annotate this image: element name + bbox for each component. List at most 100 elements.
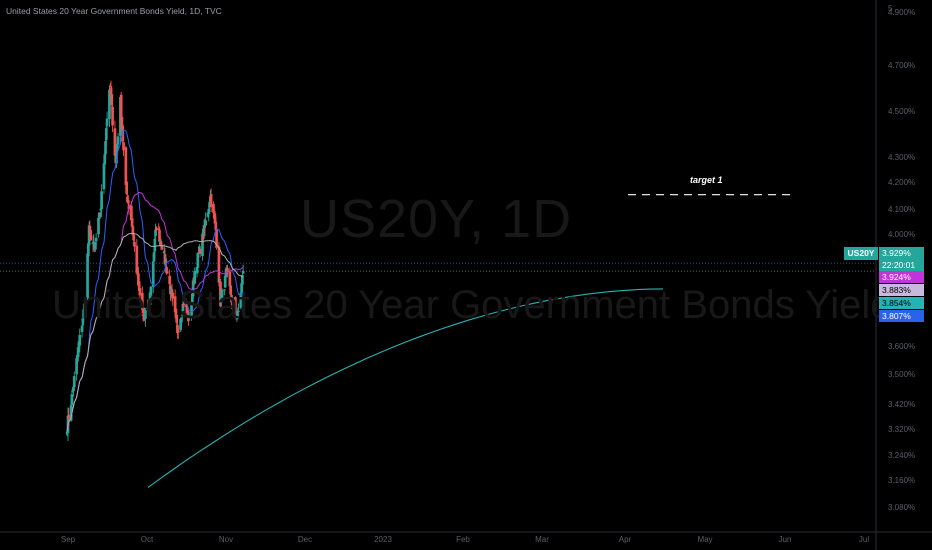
candle-body <box>187 316 191 319</box>
candle <box>235 310 239 322</box>
candle-body <box>126 196 129 203</box>
price-tag: 3.807% <box>879 310 924 322</box>
candle-body <box>230 299 234 300</box>
candle-body <box>213 217 217 224</box>
candle-body <box>231 299 235 303</box>
candle-body <box>108 86 112 87</box>
candle <box>223 268 227 289</box>
candle-body <box>212 211 216 219</box>
candle-body <box>197 253 200 254</box>
candle <box>195 266 199 278</box>
candle-body <box>184 304 188 308</box>
candle-body <box>83 299 87 308</box>
candle-body <box>182 303 186 305</box>
price-tick-label: 3.080% <box>888 503 915 512</box>
candle-body <box>137 273 140 286</box>
price-tick-label: 4.900% <box>888 8 915 17</box>
candle-body <box>86 243 90 257</box>
candle-body <box>80 325 84 332</box>
price-tick-label: 5 <box>888 4 893 13</box>
candle-body <box>105 118 109 126</box>
time-tick-label: May <box>697 535 712 544</box>
price-tick-label: 3.320% <box>888 425 915 434</box>
candle-body <box>229 285 233 295</box>
candle-body <box>191 280 195 297</box>
candle <box>182 299 186 309</box>
candle-body <box>132 234 136 241</box>
price-tick-label: 3.160% <box>888 476 915 485</box>
candle-body <box>147 302 150 311</box>
candle-body <box>78 334 82 346</box>
candle <box>213 211 217 224</box>
candle-body <box>226 268 229 272</box>
candle-body <box>148 292 152 305</box>
candle <box>81 318 85 329</box>
candle <box>108 83 112 88</box>
candle <box>78 328 82 353</box>
price-tag: 22:20:01 <box>879 259 924 271</box>
candle <box>98 212 102 216</box>
candle-body <box>116 136 120 145</box>
candle <box>108 85 111 128</box>
candle <box>72 371 76 392</box>
candle-body <box>219 295 223 304</box>
candle-body <box>173 296 177 313</box>
candle-body <box>124 147 128 185</box>
candle-body <box>176 330 180 333</box>
candle-body <box>224 272 228 278</box>
candle-body <box>94 237 98 242</box>
candle <box>155 226 158 231</box>
candle <box>241 264 245 274</box>
price-tag: 3.883% <box>879 284 924 296</box>
candle-body <box>165 272 169 274</box>
candle-body <box>138 287 142 296</box>
candle-body <box>104 141 107 155</box>
candle <box>230 287 233 309</box>
candle-body <box>236 313 240 317</box>
candle <box>125 175 128 196</box>
candle-body <box>141 306 145 316</box>
candle-body <box>185 307 189 313</box>
candle-body <box>193 270 197 284</box>
ma-fast-line <box>66 129 244 432</box>
candle-body <box>202 225 206 237</box>
candle-body <box>133 242 136 247</box>
candle-body <box>235 317 239 320</box>
candle-body <box>159 241 163 247</box>
time-tick-label: Jun <box>779 535 792 544</box>
candle-body <box>72 376 76 387</box>
candle-body <box>136 270 139 273</box>
candle <box>94 233 98 246</box>
time-tick-label: Feb <box>456 535 470 544</box>
ma-long-line <box>147 288 664 488</box>
candle-body <box>233 297 237 313</box>
target-label[interactable]: target 1 <box>690 175 723 185</box>
price-tag: 3.854% <box>879 297 924 309</box>
price-tick-label: 3.600% <box>888 342 915 351</box>
candle-body <box>168 275 172 285</box>
candle <box>165 268 169 274</box>
candle-body <box>153 239 157 252</box>
candle <box>100 184 103 218</box>
candle <box>176 318 179 339</box>
candle-body <box>171 292 175 299</box>
candle <box>237 303 240 318</box>
price-tick-label: 3.500% <box>888 370 915 379</box>
candle-body <box>92 241 96 247</box>
candle <box>181 297 185 314</box>
candle <box>116 133 120 147</box>
candle <box>176 326 180 340</box>
candle-body <box>179 319 182 331</box>
candle-body <box>149 286 153 296</box>
candle-body <box>175 314 179 323</box>
price-tick-label: 4.000% <box>888 230 915 239</box>
candle-body <box>155 227 158 231</box>
candle-body <box>162 250 166 254</box>
candle-body <box>67 414 71 419</box>
candle <box>104 123 108 147</box>
candle-body <box>237 310 240 312</box>
candle <box>193 267 197 285</box>
candle-body <box>87 225 91 246</box>
candle-body <box>158 229 161 242</box>
